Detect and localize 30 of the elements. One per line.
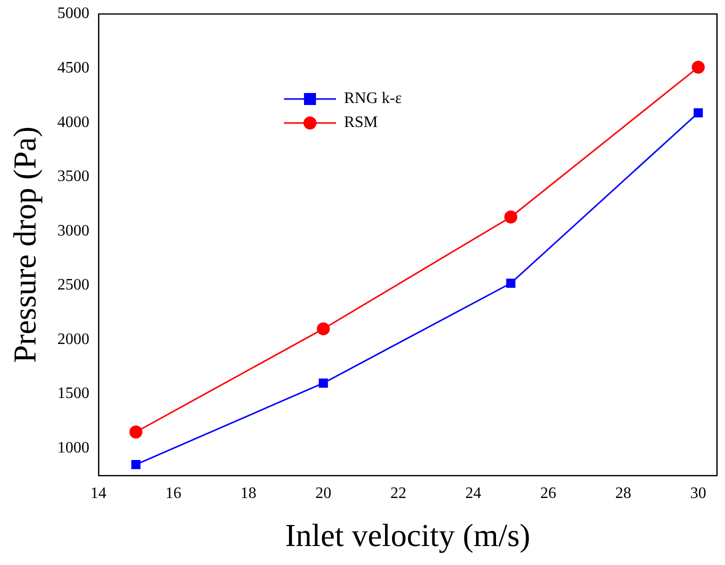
point bbox=[318, 378, 328, 388]
point bbox=[504, 210, 518, 224]
x-tick-label: 14 bbox=[90, 485, 106, 502]
point bbox=[316, 322, 330, 336]
y-tick-label: 3500 bbox=[57, 168, 90, 186]
y-tick-label: 1000 bbox=[57, 439, 90, 456]
y-axis-title: Pressure drop (Pa) bbox=[6, 126, 43, 363]
x-tick-label: 26 bbox=[540, 485, 556, 502]
x-tick-label: 20 bbox=[315, 485, 332, 502]
point bbox=[506, 278, 516, 288]
y-tick-label: 4000 bbox=[57, 114, 90, 131]
x-tick-label: 28 bbox=[615, 485, 632, 502]
x-tick-label: 22 bbox=[390, 485, 406, 502]
y-tick-label: 1500 bbox=[57, 385, 90, 402]
point bbox=[694, 108, 703, 118]
y-tick-label: 2500 bbox=[57, 276, 90, 294]
y-tick-label: 3000 bbox=[57, 222, 90, 240]
y-tick-label: 2000 bbox=[57, 330, 90, 348]
x-axis-title: Inlet velocity (m/s) bbox=[285, 517, 530, 554]
legend-label: RSM bbox=[344, 114, 378, 132]
point bbox=[131, 460, 140, 470]
point bbox=[129, 425, 142, 438]
y-tick-label: 4500 bbox=[57, 59, 90, 76]
y-tick-label: 5000 bbox=[57, 5, 90, 22]
x-tick-label: 16 bbox=[165, 485, 182, 502]
point bbox=[692, 60, 705, 74]
legend-label: RNG k-ε bbox=[344, 90, 402, 108]
x-tick-label: 30 bbox=[690, 485, 706, 502]
x-tick-label: 18 bbox=[240, 485, 256, 502]
x-tick-label: 24 bbox=[465, 485, 482, 502]
